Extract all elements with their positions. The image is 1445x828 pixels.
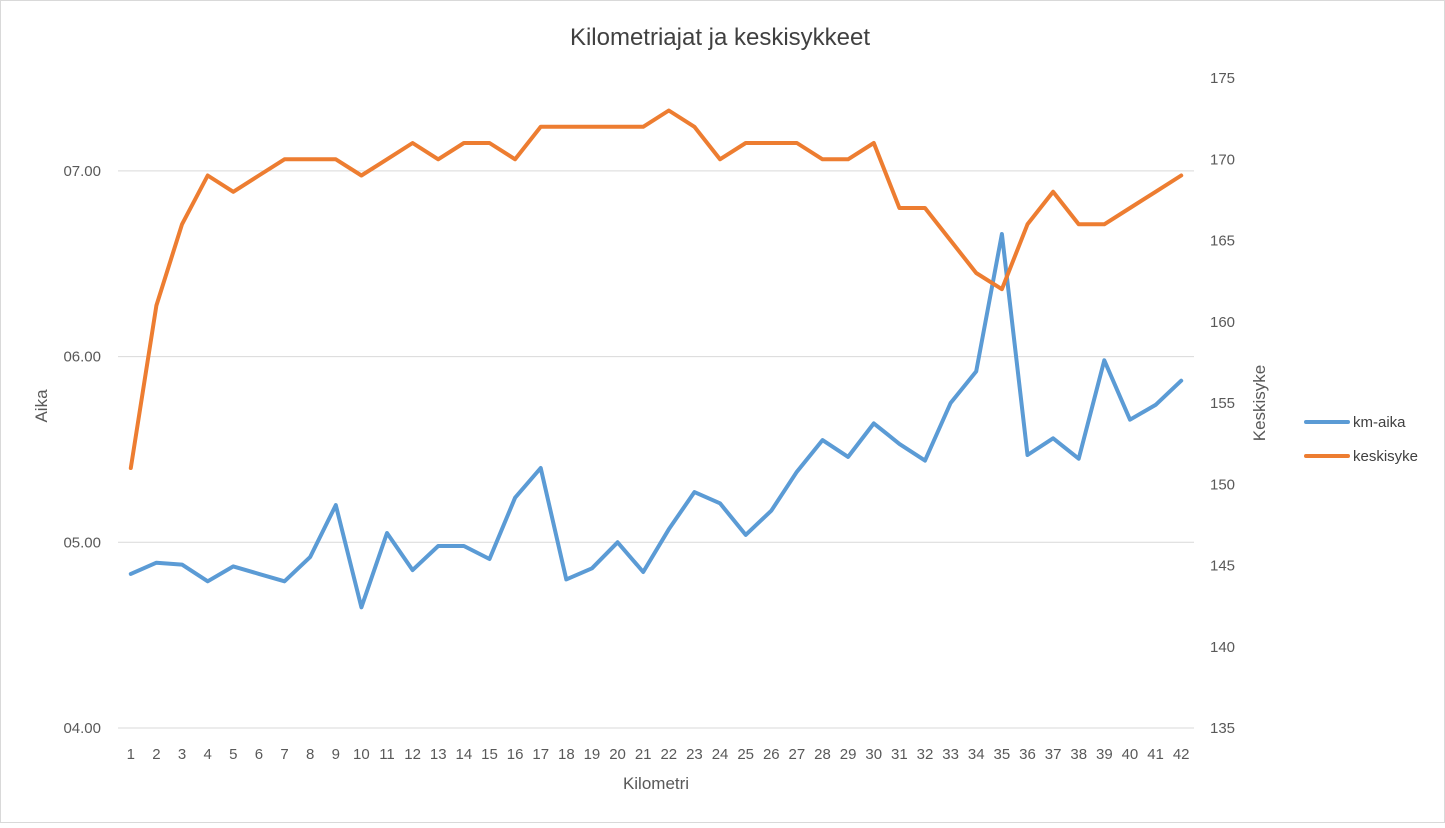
x-tick-label: 33	[942, 746, 959, 763]
y-left-tick-label: 06.00	[63, 349, 101, 366]
x-tick-label: 24	[712, 746, 729, 763]
y-right-tick-label: 155	[1210, 395, 1235, 412]
x-tick-label: 39	[1096, 746, 1113, 763]
x-tick-label: 37	[1045, 746, 1062, 763]
series-line-keskisyke	[128, 108, 1184, 470]
x-tick-label: 12	[404, 746, 421, 763]
x-tick-label: 5	[229, 746, 237, 763]
x-tick-label: 10	[353, 746, 370, 763]
x-tick-label: 34	[968, 746, 985, 763]
x-tick-label: 38	[1070, 746, 1087, 763]
x-tick-label: 26	[763, 746, 780, 763]
x-tick-label: 35	[994, 746, 1011, 763]
legend-label: keskisyke	[1353, 448, 1418, 465]
x-tick-label: 17	[532, 746, 549, 763]
x-tick-label: 13	[430, 746, 447, 763]
x-tick-label: 22	[660, 746, 677, 763]
x-tick-label: 2	[152, 746, 160, 763]
chart-title: Kilometriajat ja keskisykkeet	[570, 24, 870, 51]
y-right-tick-label: 165	[1210, 233, 1235, 250]
y-right-tick-label: 145	[1210, 558, 1235, 575]
y-right-tick-label: 170	[1210, 151, 1235, 168]
x-tick-label: 23	[686, 746, 703, 763]
x-tick-label: 7	[280, 746, 288, 763]
x-axis-ticks: 1 2 3 4 5 6 7 8 9 10 11 12 13 14 15 16 17 18 19 20 21 22 23 24 2…	[127, 746, 1190, 763]
x-tick-label: 15	[481, 746, 498, 763]
x-tick-label: 14	[456, 746, 473, 763]
legend-label: km-aika	[1353, 414, 1406, 431]
y-left-tick-label: 05.00	[63, 534, 101, 551]
y-right-tick-label: 175	[1210, 70, 1235, 87]
x-tick-label: 42	[1173, 746, 1190, 763]
x-tick-label: 21	[635, 746, 652, 763]
x-tick-label: 40	[1122, 746, 1139, 763]
y-left-tick-label: 04.00	[63, 720, 101, 737]
x-tick-label: 31	[891, 746, 908, 763]
x-tick-label: 25	[737, 746, 754, 763]
x-tick-label: 16	[507, 746, 524, 763]
x-axis-title: Kilometri	[623, 774, 689, 793]
y-axis-left-title: Aika	[32, 389, 51, 423]
y-axis-right-ticks: 135 140 145 150 155 160 165 170 175	[1210, 70, 1235, 737]
x-tick-label: 29	[840, 746, 857, 763]
y-axis-right-title: Keskisyke	[1250, 365, 1269, 442]
y-right-tick-label: 135	[1210, 720, 1235, 737]
x-tick-label: 9	[332, 746, 340, 763]
x-tick-label: 32	[917, 746, 934, 763]
y-left-tick-label: 07.00	[63, 163, 101, 180]
x-tick-label: 20	[609, 746, 626, 763]
x-tick-label: 1	[127, 746, 135, 763]
x-tick-label: 36	[1019, 746, 1036, 763]
x-tick-label: 19	[584, 746, 601, 763]
y-right-tick-label: 160	[1210, 314, 1235, 331]
x-tick-label: 3	[178, 746, 186, 763]
x-tick-label: 8	[306, 746, 314, 763]
x-tick-label: 18	[558, 746, 575, 763]
x-tick-label: 4	[203, 746, 211, 763]
gridlines	[118, 170, 1194, 729]
x-tick-label: 28	[814, 746, 831, 763]
x-tick-label: 30	[865, 746, 882, 763]
legend: km-aika keskisyke	[1304, 414, 1418, 465]
series-lines	[128, 108, 1184, 610]
x-tick-label: 27	[789, 746, 806, 763]
y-right-tick-label: 150	[1210, 476, 1235, 493]
x-tick-label: 11	[379, 746, 395, 763]
y-right-tick-label: 140	[1210, 639, 1235, 656]
y-axis-left-ticks: 04.00 05.00 06.00 07.00	[63, 163, 101, 737]
series-line-km-aika	[128, 232, 1184, 610]
x-tick-label: 6	[255, 746, 263, 763]
x-tick-label: 41	[1147, 746, 1164, 763]
